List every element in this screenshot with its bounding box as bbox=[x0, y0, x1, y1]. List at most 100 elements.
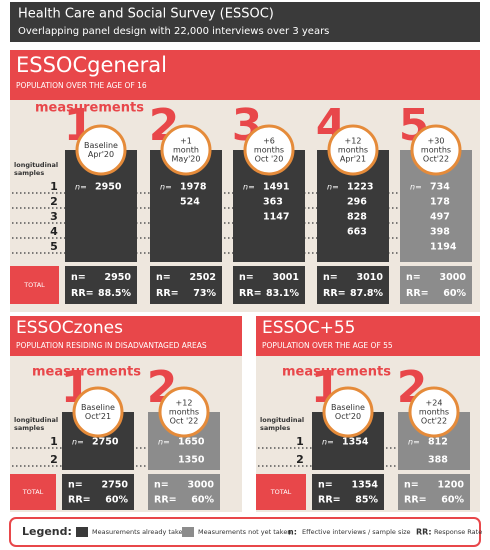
row-label: 1 bbox=[50, 180, 58, 193]
wave-circle bbox=[408, 386, 460, 438]
cell-value: 828 bbox=[347, 212, 367, 223]
total-label: TOTAL bbox=[23, 281, 45, 289]
measurements-label: measurements bbox=[35, 101, 144, 116]
total-box bbox=[150, 266, 222, 304]
wave-circle bbox=[72, 386, 124, 438]
total-rr: 83.1% bbox=[266, 288, 299, 299]
rr-label: RR= bbox=[154, 494, 177, 505]
total-box bbox=[398, 474, 470, 510]
rr-label: RR= bbox=[156, 288, 179, 299]
wave-time: Oct'22 bbox=[423, 155, 449, 164]
wave-time: Apr'20 bbox=[88, 150, 114, 159]
total-cell bbox=[10, 266, 59, 304]
n-label: n= bbox=[404, 479, 419, 490]
n-label: n= bbox=[406, 272, 421, 283]
legend-swatch-taken bbox=[76, 527, 88, 537]
total-rr: 60% bbox=[105, 494, 128, 505]
total-rr: 85% bbox=[355, 494, 378, 505]
section-bar bbox=[10, 316, 242, 356]
n-label: n= bbox=[318, 479, 333, 490]
total-box bbox=[148, 474, 220, 510]
total-rr: 87.8% bbox=[350, 288, 383, 299]
n-label: n= bbox=[327, 183, 339, 192]
legend-n-text: Effective interviews / sample size bbox=[302, 528, 411, 536]
wave-time: +1 bbox=[180, 137, 192, 146]
rr-label: RR= bbox=[323, 288, 346, 299]
cell-value: 1491 bbox=[263, 182, 289, 193]
n-label: n= bbox=[72, 438, 84, 447]
cell-value: 178 bbox=[430, 197, 450, 208]
rr-label: RR= bbox=[318, 494, 341, 505]
total-rr: 60% bbox=[441, 494, 464, 505]
cell-value: 363 bbox=[263, 197, 283, 208]
cell-value: 1147 bbox=[263, 212, 289, 223]
cell-value: 2950 bbox=[95, 182, 122, 193]
row-label: 4 bbox=[50, 225, 58, 238]
row-label: 5 bbox=[50, 240, 58, 253]
cell-value: 497 bbox=[430, 212, 450, 223]
wave-time: Oct '22 bbox=[170, 417, 199, 426]
wave-time: +24 bbox=[426, 399, 443, 408]
legend-title: Legend: bbox=[22, 525, 72, 538]
header-bar bbox=[10, 2, 480, 42]
legend-box bbox=[9, 517, 481, 547]
wave-time: months bbox=[419, 408, 449, 417]
n-label: n= bbox=[410, 183, 422, 192]
rr-label: RR= bbox=[71, 288, 94, 299]
row-label: 2 bbox=[296, 453, 304, 466]
total-n: 1354 bbox=[352, 479, 379, 490]
legend-rr-key: RR: bbox=[416, 528, 432, 537]
cell-value: 296 bbox=[347, 197, 367, 208]
n-label: n= bbox=[154, 479, 169, 490]
n-label: n= bbox=[71, 272, 86, 283]
wave-time: +12 bbox=[176, 399, 193, 408]
section-name: ESSOCgeneral bbox=[16, 53, 167, 77]
wave-time: months bbox=[421, 146, 451, 155]
total-n: 3001 bbox=[273, 272, 299, 283]
total-rr: 73% bbox=[193, 288, 216, 299]
total-label: TOTAL bbox=[270, 488, 292, 496]
legend-taken: Measurements already taken bbox=[92, 528, 187, 536]
samples-label: samples bbox=[260, 424, 290, 432]
wave-time: Oct'21 bbox=[85, 412, 111, 421]
wave-circle bbox=[410, 124, 462, 176]
wave-time: May'20 bbox=[172, 155, 201, 164]
n-label: n= bbox=[158, 438, 170, 447]
wave-time: Baseline bbox=[81, 403, 115, 412]
rr-label: RR= bbox=[406, 288, 429, 299]
total-box bbox=[312, 474, 384, 510]
n-label: n= bbox=[322, 438, 334, 447]
wave-time: Apr'21 bbox=[340, 155, 366, 164]
wave-time: month bbox=[173, 146, 199, 155]
total-n: 3000 bbox=[188, 479, 215, 490]
section-description: POPULATION OVER THE AGE OF 55 bbox=[262, 341, 393, 350]
total-rr: 88.5% bbox=[98, 288, 131, 299]
total-n: 3010 bbox=[357, 272, 384, 283]
rr-label: RR= bbox=[404, 494, 427, 505]
wave-time: +30 bbox=[428, 137, 445, 146]
samples-label: longitudinal bbox=[14, 416, 58, 424]
n-label: n= bbox=[75, 183, 87, 192]
wave-circle bbox=[322, 386, 374, 438]
total-n: 3000 bbox=[440, 272, 467, 283]
total-label: TOTAL bbox=[22, 488, 44, 496]
wave-time: Oct'20 bbox=[335, 412, 361, 421]
section-name: ESSOCzones bbox=[16, 318, 123, 338]
wave-time: +12 bbox=[345, 137, 362, 146]
cell-value: 524 bbox=[180, 197, 200, 208]
cell-value: 1650 bbox=[178, 437, 205, 448]
cell-value: 388 bbox=[428, 455, 448, 466]
rr-label: RR= bbox=[68, 494, 91, 505]
n-label: n= bbox=[160, 183, 172, 192]
wave-time: +6 bbox=[263, 137, 275, 146]
legend-pending: Measurements not yet taken bbox=[198, 528, 291, 536]
row-label: 1 bbox=[296, 435, 304, 448]
wave-time: months bbox=[169, 408, 199, 417]
cell-value: 1350 bbox=[178, 455, 205, 466]
total-box bbox=[400, 266, 472, 304]
samples-label: longitudinal bbox=[14, 161, 58, 169]
cell-value: 663 bbox=[347, 227, 367, 238]
section-bar bbox=[10, 50, 480, 100]
n-label: n= bbox=[243, 183, 255, 192]
legend-rr-text: Response Rate bbox=[434, 528, 482, 536]
